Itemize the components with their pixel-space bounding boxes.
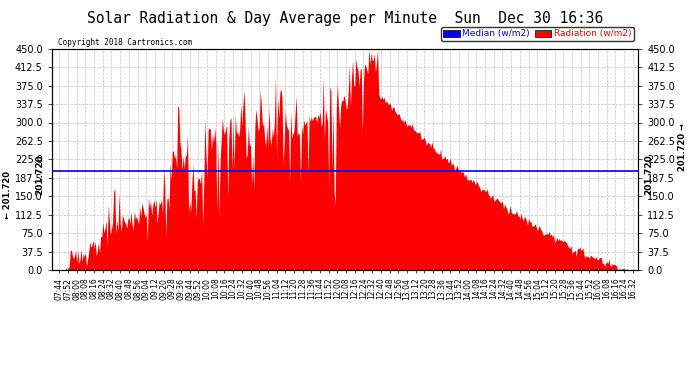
Text: 201.720: 201.720 <box>34 154 44 195</box>
Legend: Median (w/m2), Radiation (w/m2): Median (w/m2), Radiation (w/m2) <box>441 27 633 41</box>
Text: 201.720 →: 201.720 → <box>678 123 687 171</box>
Text: Copyright 2018 Cartronics.com: Copyright 2018 Cartronics.com <box>58 38 192 46</box>
Text: 201.720: 201.720 <box>644 154 653 195</box>
Text: Solar Radiation & Day Average per Minute  Sun  Dec 30 16:36: Solar Radiation & Day Average per Minute… <box>87 11 603 26</box>
Text: ← 201.720: ← 201.720 <box>3 171 12 219</box>
